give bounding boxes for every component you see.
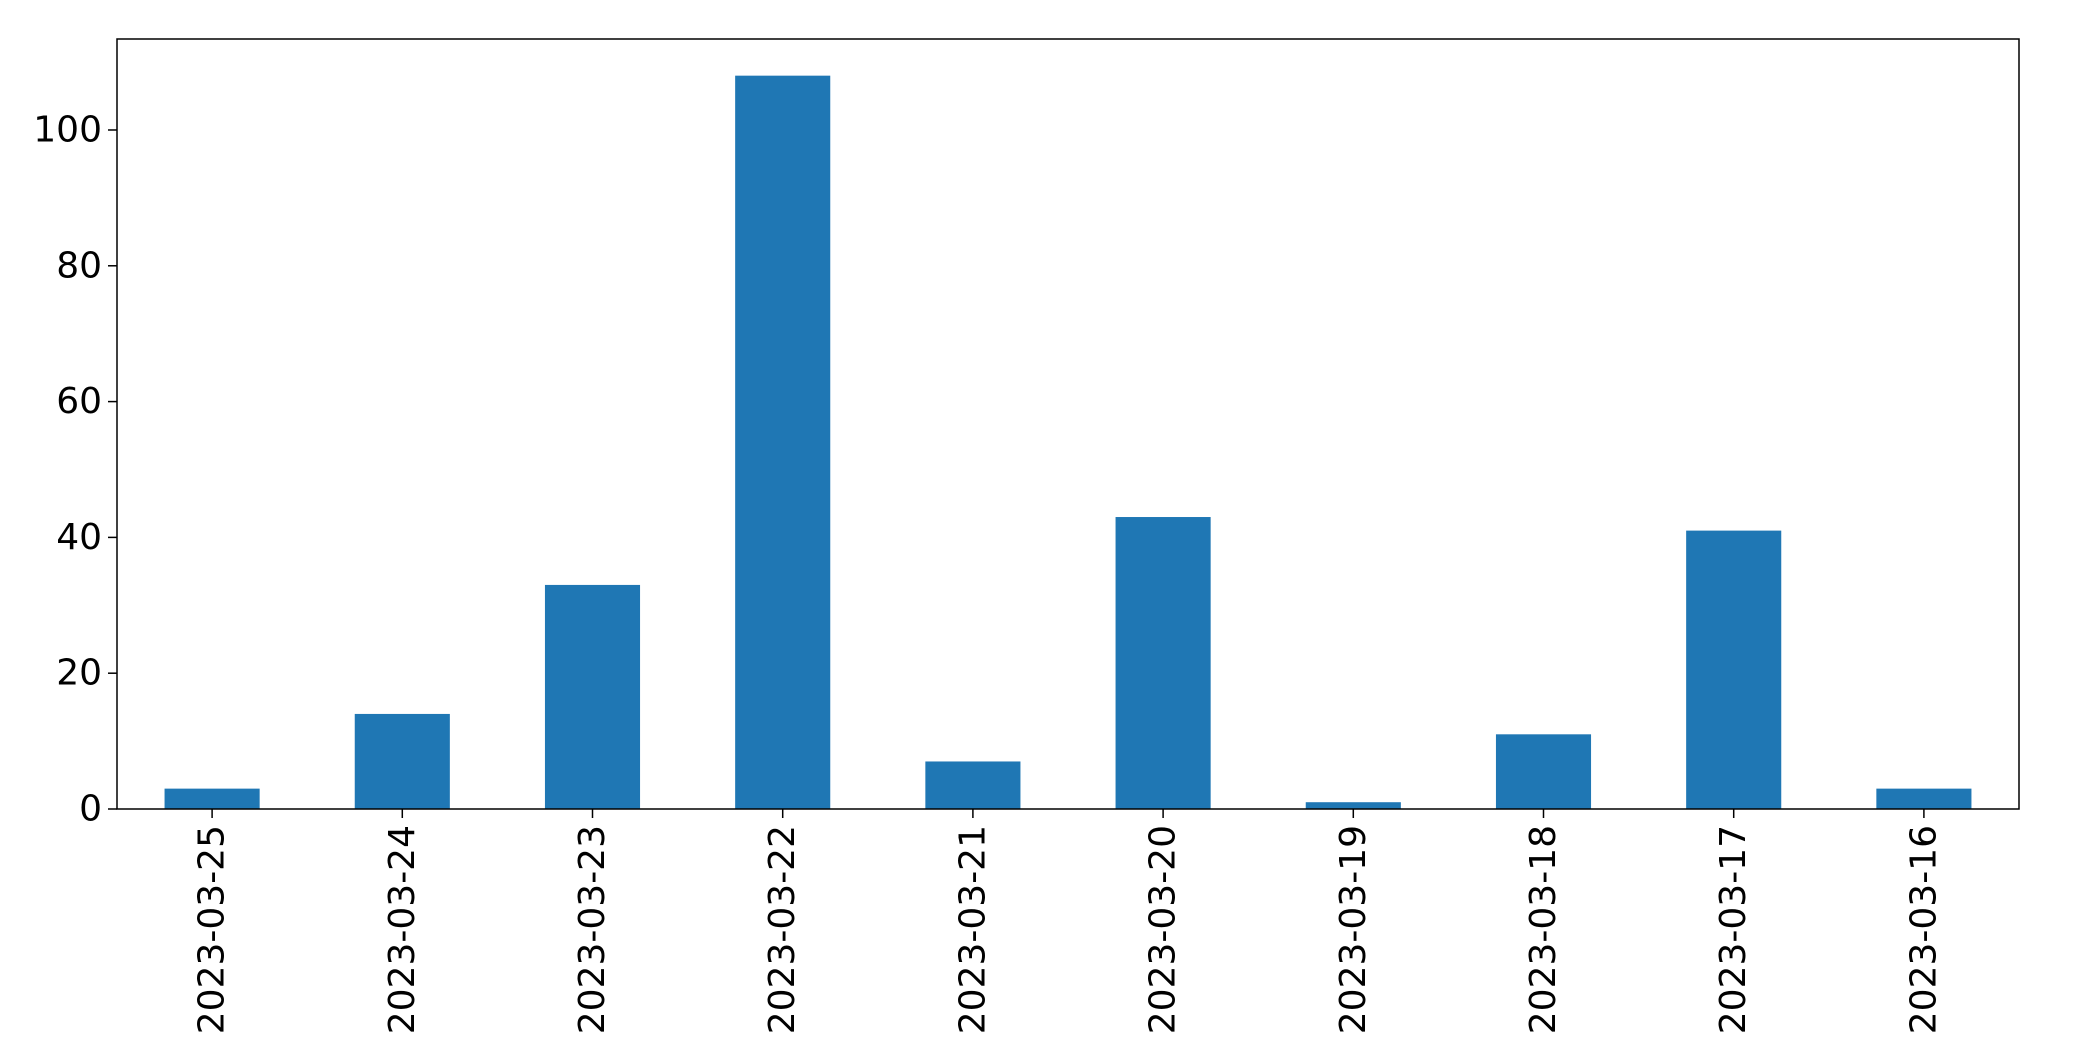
x-tick-label: 2023-03-17 [1713,825,1754,1034]
x-tick-label: 2023-03-22 [762,825,803,1034]
x-axis-ticks: 2023-03-25 2023-03-24 2023-03-23 2023-03-22… [192,809,1944,1034]
y-tick-label: 100 [33,109,102,150]
x-tick-label: 2023-03-25 [192,825,233,1034]
y-tick-label: 0 [79,789,102,830]
x-tick-label: 2023-03-16 [1903,825,1944,1034]
bar-2023-03-24 [354,713,450,809]
y-tick-label: 20 [56,653,102,694]
plot-frame [116,38,2020,810]
y-tick-label: 80 [56,245,102,286]
x-tick-label: 2023-03-24 [382,825,423,1034]
bar-2023-03-25 [164,788,260,809]
x-tick-label: 2023-03-21 [952,825,993,1034]
bar-2023-03-23 [544,584,641,809]
x-tick-label: 2023-03-23 [572,825,613,1034]
bar-2023-03-17 [1686,530,1782,809]
bar-2023-03-18 [1495,734,1592,809]
y-tick-label: 60 [56,381,102,422]
x-tick-label: 2023-03-19 [1333,825,1374,1034]
y-tick-label: 40 [56,517,102,558]
x-tick-label: 2023-03-18 [1523,825,1564,1034]
bar-2023-03-21 [925,761,1021,809]
y-axis-ticks: 0 20 40 60 80 100 [33,109,117,830]
bar-2023-03-19 [1305,802,1401,809]
bar-2023-03-20 [1115,517,1211,809]
bar-2023-03-22 [735,75,831,809]
bar-series [164,75,1972,809]
bar-2023-03-16 [1876,788,1972,809]
x-tick-label: 2023-03-20 [1143,825,1184,1034]
